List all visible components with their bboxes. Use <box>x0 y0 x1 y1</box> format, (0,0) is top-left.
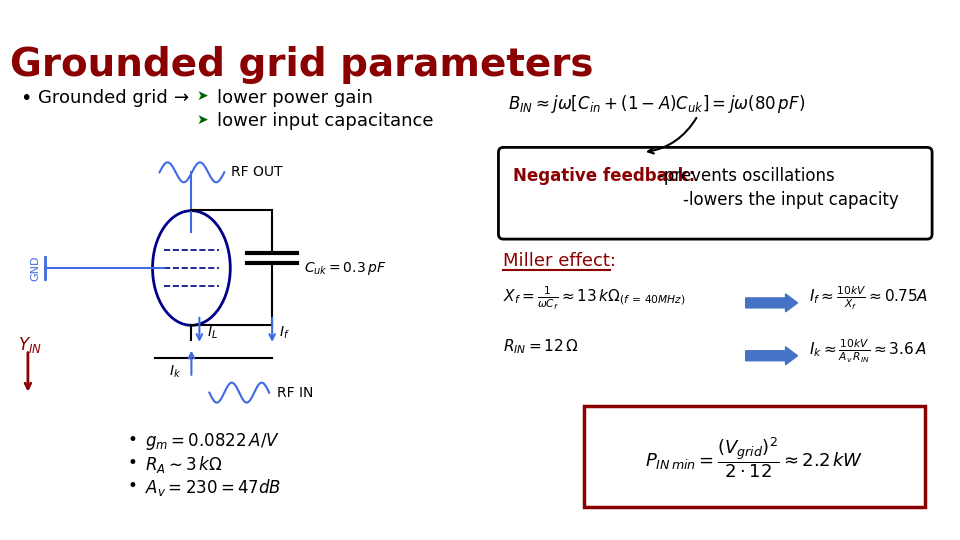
Text: Grounded grid parameters: Grounded grid parameters <box>10 46 593 84</box>
Text: •: • <box>128 455 137 472</box>
FancyArrow shape <box>746 294 798 312</box>
FancyBboxPatch shape <box>585 406 925 507</box>
FancyBboxPatch shape <box>498 147 932 239</box>
Text: -prevents oscillations: -prevents oscillations <box>658 167 834 185</box>
Text: $C_{uk} = 0.3\,pF$: $C_{uk} = 0.3\,pF$ <box>304 260 386 276</box>
Text: $A_v=230=47dB$: $A_v=230=47dB$ <box>145 477 281 498</box>
Text: ➤: ➤ <box>197 89 208 103</box>
Text: RF OUT: RF OUT <box>231 165 283 179</box>
Text: $g_m=0.0822\,A/V$: $g_m=0.0822\,A/V$ <box>145 431 279 453</box>
Text: $X_f = \frac{1}{\omega C_f} \approx 13\,k\Omega_{(f\,=\,40MHz)}$: $X_f = \frac{1}{\omega C_f} \approx 13\,… <box>503 285 686 313</box>
Text: $I_L$: $I_L$ <box>207 325 218 341</box>
Text: •: • <box>128 431 137 449</box>
Text: lower power gain: lower power gain <box>217 89 373 106</box>
Text: -lowers the input capacity: -lowers the input capacity <box>683 191 899 209</box>
Text: ➤: ➤ <box>197 112 208 126</box>
Text: $I_f$: $I_f$ <box>279 325 290 341</box>
FancyArrow shape <box>746 347 798 364</box>
Text: $I_f \approx \frac{10kV}{X_f} \approx 0.75A$: $I_f \approx \frac{10kV}{X_f} \approx 0.… <box>809 285 929 313</box>
Text: Miller effect:: Miller effect: <box>503 252 616 270</box>
Text: $R_{IN} = 12\,\Omega$: $R_{IN} = 12\,\Omega$ <box>503 338 579 356</box>
Text: RF IN: RF IN <box>277 386 314 400</box>
Text: $I_k$: $I_k$ <box>170 363 181 380</box>
Text: $R_A\sim3\,k\Omega$: $R_A\sim3\,k\Omega$ <box>145 455 222 475</box>
Text: •: • <box>20 89 32 107</box>
Text: Negative feedback:: Negative feedback: <box>514 167 696 185</box>
Text: $Y_{IN}$: $Y_{IN}$ <box>18 335 42 355</box>
Text: $B_{IN} \approx j\omega[C_{in} + (1-A)C_{uk}] = j\omega(80\,pF)$: $B_{IN} \approx j\omega[C_{in} + (1-A)C_… <box>509 92 805 114</box>
Text: GND: GND <box>30 255 40 281</box>
Text: →: → <box>175 89 189 106</box>
Text: $P_{IN\,min} = \dfrac{(V_{grid})^2}{2 \cdot 12} \approx 2.2\,kW$: $P_{IN\,min} = \dfrac{(V_{grid})^2}{2 \c… <box>645 435 864 480</box>
Text: $I_k \approx \frac{10kV}{A_v\,R_{IN}} \approx 3.6\,A$: $I_k \approx \frac{10kV}{A_v\,R_{IN}} \a… <box>809 338 927 365</box>
Text: •: • <box>128 477 137 495</box>
Text: Grounded grid: Grounded grid <box>37 89 168 106</box>
Text: lower input capacitance: lower input capacitance <box>217 112 434 131</box>
